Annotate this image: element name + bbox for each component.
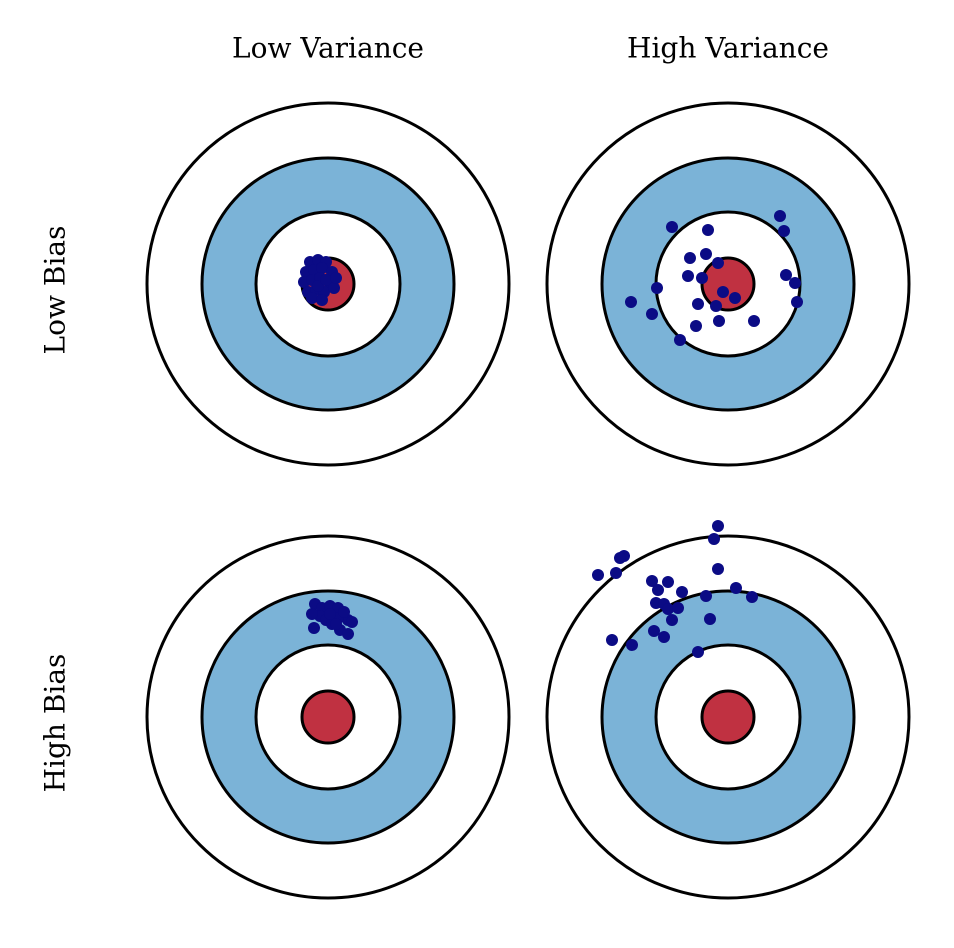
shot [625,296,637,308]
shot [614,552,626,564]
shot [717,286,729,298]
shot [789,277,801,289]
shot [666,221,678,233]
shot [704,613,716,625]
shot [748,315,760,327]
shot [342,628,354,640]
shot [702,224,714,236]
shot [610,567,622,579]
shot [651,282,663,294]
shot [338,606,350,618]
bullseye [300,689,356,745]
shot [774,210,786,222]
shot [662,603,674,615]
shot [791,296,803,308]
shot [648,625,660,637]
shot [684,252,696,264]
targets [145,101,911,900]
shot [729,292,741,304]
shot [626,639,638,651]
bullseye [700,689,756,745]
shot [666,614,678,626]
shot [674,334,686,346]
shot [778,225,790,237]
row-header: High Bias [39,654,72,793]
row-header: Low Bias [39,226,72,355]
shot [712,563,724,575]
column-header: Low Variance [232,32,424,65]
shot [592,569,604,581]
shot [710,300,722,312]
shot [730,582,742,594]
shot [320,274,332,286]
shot [330,272,342,284]
shot [692,298,704,310]
shot [308,622,320,634]
shot [780,269,792,281]
shot [316,262,328,274]
shot [328,282,340,294]
shot [346,616,358,628]
shot [316,294,328,306]
shot [712,520,724,532]
shot [713,315,725,327]
shot [652,584,664,596]
shot [700,248,712,260]
shot [606,634,618,646]
bullseye [700,256,756,312]
shot [712,257,724,269]
shot [646,575,658,587]
shot [708,533,720,545]
shot [330,618,342,630]
shot [306,608,318,620]
shot [700,590,712,602]
shot [306,292,318,304]
shot [690,320,702,332]
shot [746,591,758,603]
shot [676,586,688,598]
shot [662,576,674,588]
shot [646,308,658,320]
shot [692,646,704,658]
shot [672,602,684,614]
column-header: High Variance [627,32,829,65]
shot [658,631,670,643]
shot [324,608,336,620]
shots [298,210,803,658]
shot [696,272,708,284]
shot [682,270,694,282]
